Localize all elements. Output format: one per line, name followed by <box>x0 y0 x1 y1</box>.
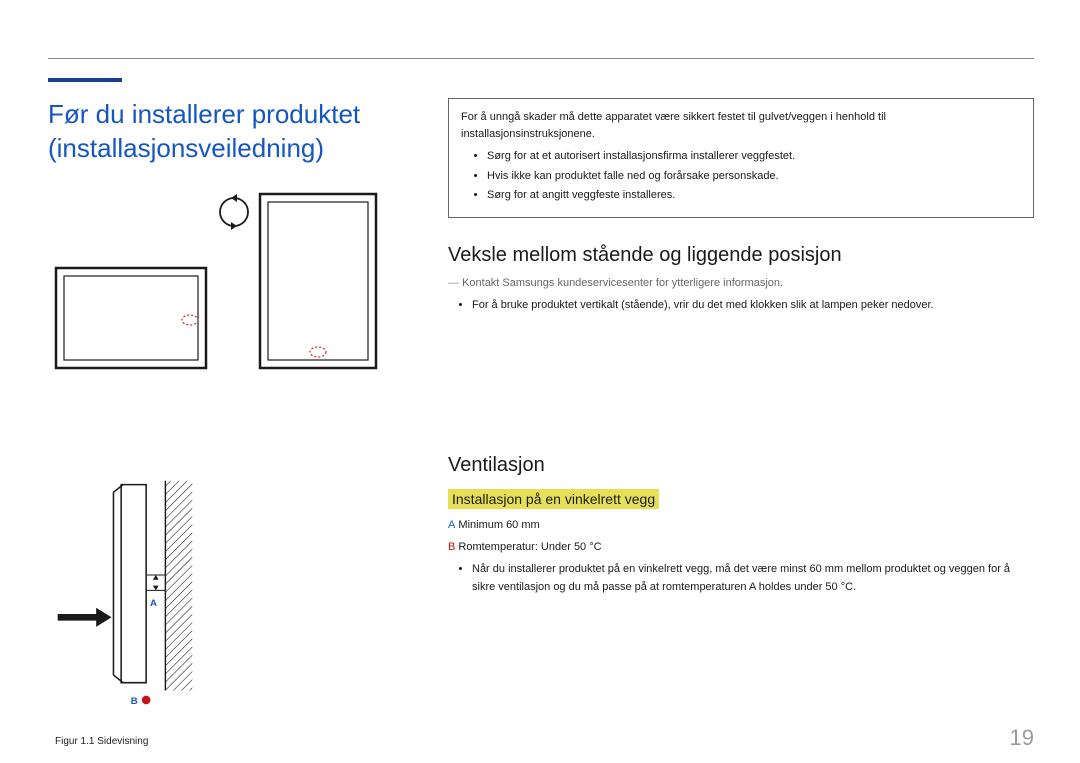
warning-item: Hvis ikke kan produktet falle ned og for… <box>487 168 1021 185</box>
warning-intro: For å unngå skader må dette apparatet væ… <box>461 109 1021 142</box>
figure-caption: Figur 1.1 Sidevisning <box>55 736 390 747</box>
warning-item: Sørg for at et autorisert installasjonsf… <box>487 148 1021 165</box>
page-title: Før du installerer produktet (installasj… <box>48 98 418 166</box>
ventilation-subheading: Installasjon på en vinkelrett vegg <box>448 489 659 509</box>
orientation-heading: Veksle mellom stående og liggende posisj… <box>448 244 1034 267</box>
svg-text:B: B <box>131 696 138 707</box>
ventilation-heading: Ventilasjon <box>448 454 1034 477</box>
spec-a: A Minimum 60 mm <box>448 519 1034 531</box>
ventilation-detail: Når du installerer produktet på en vinke… <box>472 561 1034 596</box>
orientation-bullet: For å bruke produktet vertikalt (stående… <box>472 297 1034 315</box>
spec-b: B Romtemperatur: Under 50 °C <box>448 541 1034 553</box>
warning-item: Sørg for at angitt veggfeste installeres… <box>487 187 1021 204</box>
svg-text:A: A <box>150 598 157 609</box>
orientation-note: Kontakt Samsungs kundeservicesenter for … <box>448 277 1034 289</box>
side-view-diagram: A B <box>50 475 250 725</box>
orientation-diagram <box>50 190 390 390</box>
warning-box: For å unngå skader må dette apparatet væ… <box>448 98 1034 218</box>
page-number: 19 <box>1010 725 1034 751</box>
